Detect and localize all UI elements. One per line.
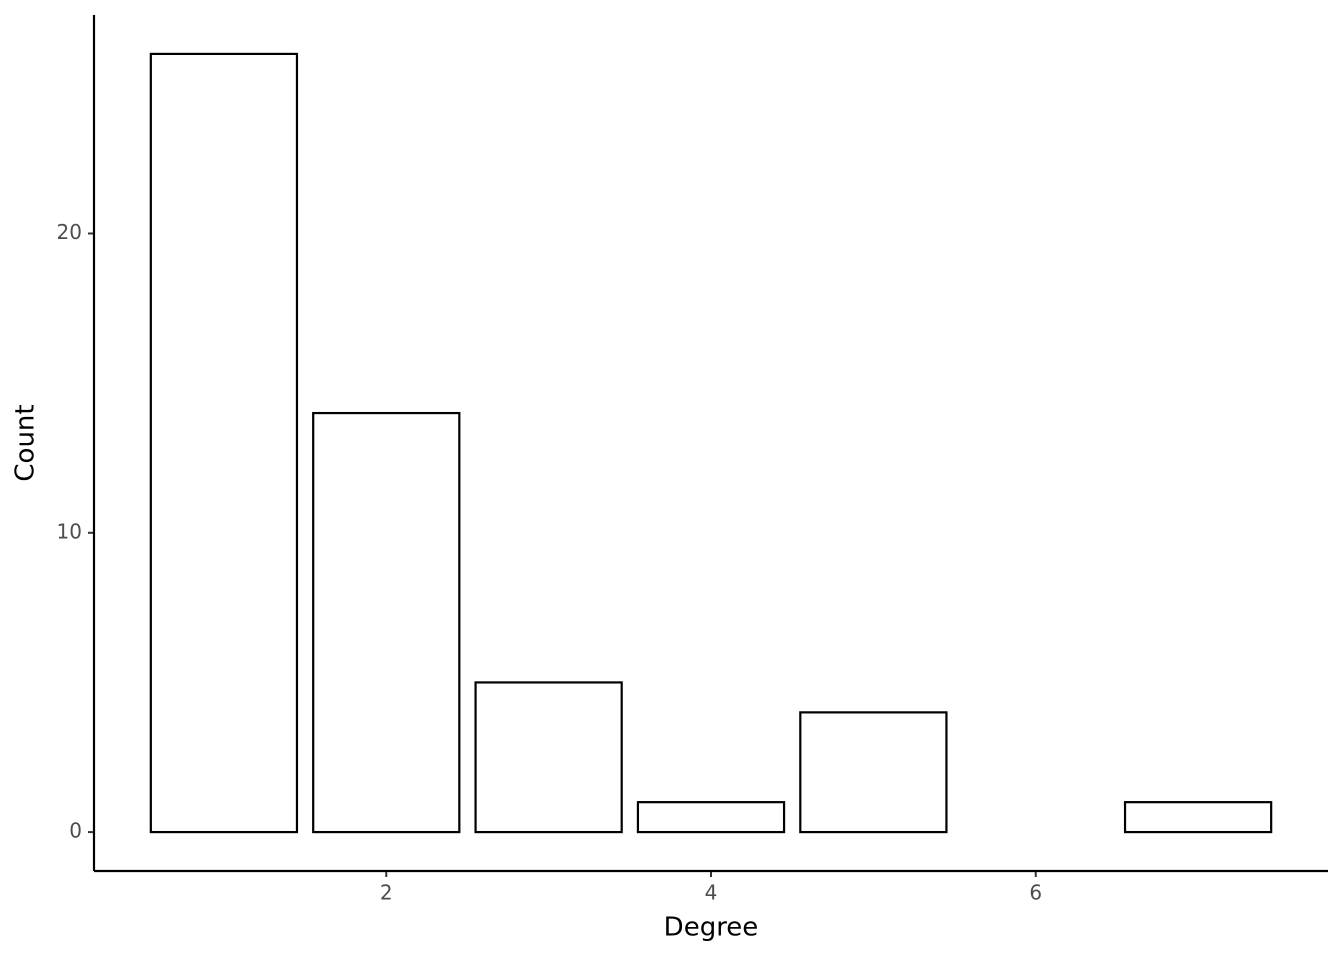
- y-tick-label: 10: [57, 519, 82, 543]
- bar: [1123, 801, 1273, 834]
- y-tick-label: 0: [69, 819, 82, 843]
- x-tick-label: 4: [705, 881, 718, 905]
- bar: [799, 711, 948, 834]
- bar: [636, 801, 786, 834]
- x-tick-label: 2: [380, 881, 393, 905]
- x-tick-label: 6: [1029, 881, 1042, 905]
- bar: [312, 411, 461, 834]
- bar: [474, 681, 623, 834]
- y-tick-label: 20: [57, 220, 82, 244]
- y-axis-title: Count: [11, 404, 41, 481]
- x-axis-title: Degree: [664, 913, 759, 943]
- bar: [149, 52, 299, 834]
